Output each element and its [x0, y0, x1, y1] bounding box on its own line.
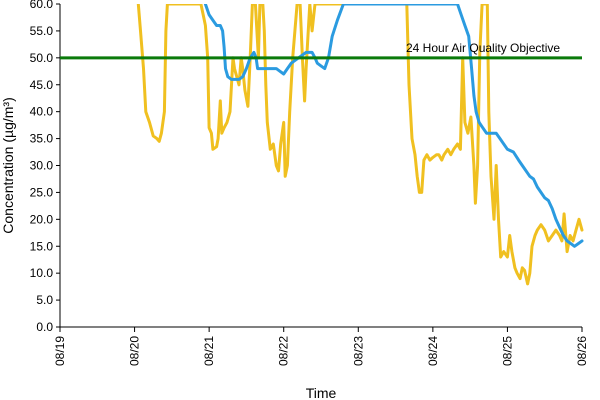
x-tick-label: 08/19: [53, 336, 67, 366]
x-tick-label: 08/20: [128, 336, 142, 366]
y-tick-label: 25.0: [30, 185, 54, 199]
x-tick-label: 08/21: [202, 336, 216, 366]
y-tick-label: 50.0: [30, 51, 54, 65]
rolling-average-line: [203, 4, 584, 248]
y-tick-label: 45.0: [30, 78, 54, 92]
y-tick-label: 60.0: [30, 0, 54, 11]
y-tick-label: 15.0: [30, 239, 54, 253]
x-tick-label: 08/24: [426, 336, 440, 366]
series-layer: [136, 4, 584, 286]
x-ticks: 08/19 08/20 08/21 08/22 08/23 08/24 08/25 08/26: [53, 327, 589, 366]
y-tick-label: 0.0: [36, 320, 53, 334]
y-axis-title: Concentration (µg/m³): [0, 97, 16, 233]
y-tick-label: 35.0: [30, 132, 54, 146]
objective-annotation: 24 Hour Air Quality Objective: [406, 41, 560, 55]
y-tick-label: 20.0: [30, 212, 54, 226]
x-axis-title: Time: [306, 385, 337, 400]
y-tick-label: 40.0: [30, 105, 54, 119]
y-tick-label: 10.0: [30, 266, 54, 280]
x-tick-label: 08/23: [351, 336, 365, 366]
y-ticks: 0.0 5.0 10.0 15.0 20.0 25.0 30.0 35.0 40.0 45.0 50…: [30, 0, 60, 334]
y-tick-label: 55.0: [30, 24, 54, 38]
hourly-concentration-line: [136, 4, 584, 286]
y-tick-label: 5.0: [36, 293, 53, 307]
x-tick-label: 08/25: [500, 336, 514, 366]
y-tick-label: 30.0: [30, 159, 54, 173]
x-tick-label: 08/22: [277, 336, 291, 366]
x-tick-label: 08/26: [575, 336, 589, 366]
